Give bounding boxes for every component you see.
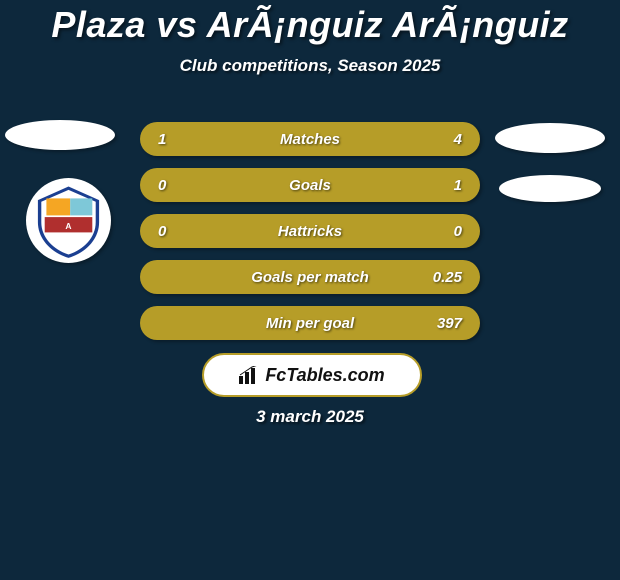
stat-value-right: 397	[430, 315, 462, 332]
stat-value-left: 0	[158, 223, 190, 240]
stat-value-right: 0.25	[430, 269, 462, 286]
stat-label: Hattricks	[278, 223, 342, 240]
stat-value-left: 1	[158, 131, 190, 148]
player-right-pill-b	[499, 175, 601, 202]
stat-row: 0 Goals 1	[140, 168, 480, 202]
stat-row: Min per goal 397	[140, 306, 480, 340]
stats-container: 1 Matches 4 0 Goals 1 0 Hattricks 0 Goals per mat…	[140, 122, 480, 352]
footer-brand: FcTables.com	[239, 365, 384, 386]
stat-label: Min per goal	[266, 315, 354, 332]
stat-label: Goals	[289, 177, 331, 194]
stat-value-right: 0	[430, 223, 462, 240]
stat-row: 0 Hattricks 0	[140, 214, 480, 248]
stat-row: 1 Matches 4	[140, 122, 480, 156]
stat-label: Matches	[280, 131, 340, 148]
footer-brand-box: FcTables.com	[202, 353, 422, 397]
stat-value-right: 4	[430, 131, 462, 148]
club-crest: A	[26, 178, 111, 263]
stat-value-right: 1	[430, 177, 462, 194]
footer-brand-text: FcTables.com	[265, 365, 384, 386]
svg-text:A: A	[65, 221, 71, 231]
bar-chart-icon	[239, 366, 261, 384]
stat-value-left: 0	[158, 177, 190, 194]
subtitle: Club competitions, Season 2025	[0, 56, 620, 76]
stat-label: Goals per match	[251, 269, 369, 286]
page-title: Plaza vs ArÃ¡nguiz ArÃ¡nguiz	[0, 0, 620, 46]
date-text: 3 march 2025	[0, 407, 620, 427]
stat-row: Goals per match 0.25	[140, 260, 480, 294]
player-left-pill	[5, 120, 115, 150]
player-right-pill-a	[495, 123, 605, 153]
